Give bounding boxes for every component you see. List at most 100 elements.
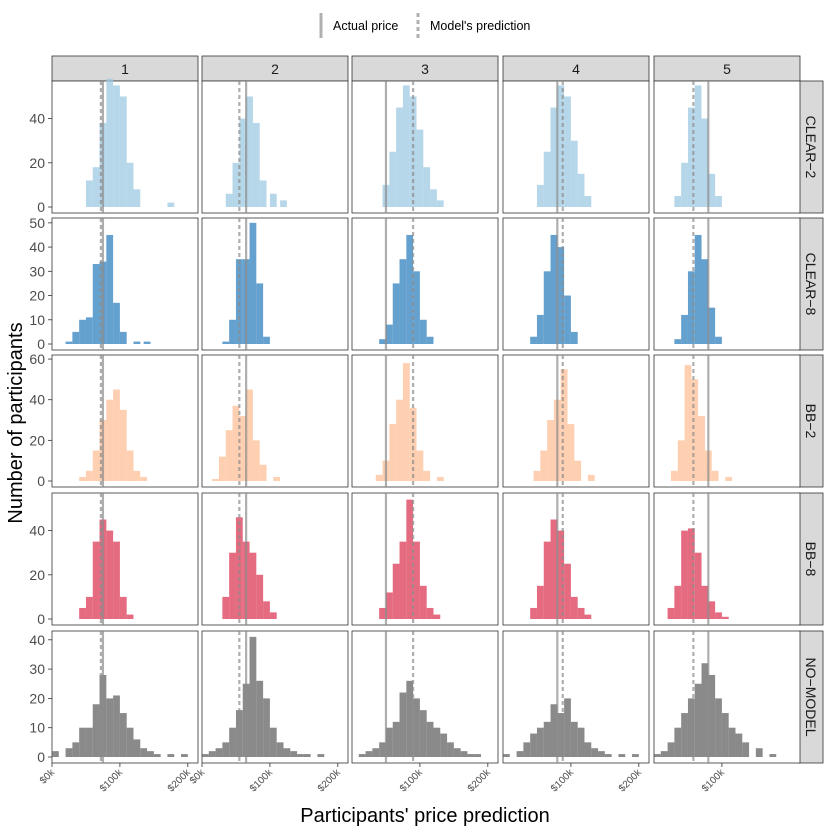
histogram-bar [396,399,403,481]
histogram-bar [317,754,325,757]
histogram-bar [239,415,247,481]
histogram-bar [119,96,127,207]
histogram-bar [85,596,93,619]
y-tick-label: 40 [29,111,45,127]
histogram-bar [235,259,243,344]
panel-NO−MODEL-5 [653,630,801,764]
histogram-bar [79,319,86,344]
histogram-bar [543,151,551,207]
histogram-bar [453,748,461,757]
histogram-bar [550,234,558,344]
histogram-bar [406,234,414,344]
panel-frame [653,354,801,488]
histogram-bar [106,698,114,757]
column-strip-label: 4 [572,61,580,77]
histogram-bar [235,710,243,757]
histogram-bar [570,721,578,757]
row-strip-label: BB−8 [803,542,819,577]
histogram-bar [591,748,599,757]
panel-frame [201,217,349,351]
y-tick-label: 60 [29,351,45,367]
histogram-bar [202,754,209,757]
panel-NO−MODEL-1 [51,630,199,764]
histogram-bar [263,336,270,344]
histogram-bar [406,499,414,619]
histogram-bar [52,751,59,757]
y-tick-label: 0 [37,611,45,627]
histogram-bar [574,460,582,481]
histogram-bar [225,193,233,207]
histogram-bar [181,754,188,757]
histogram-bar [85,470,93,481]
histogram-bar [436,476,444,481]
histogram-bar [564,96,571,207]
y-tick-label: 0 [37,749,45,765]
y-tick-label: 40 [29,632,45,648]
histogram-bar [232,405,240,481]
panel-frame [351,354,499,488]
histogram-bar [126,727,134,757]
panel-frame [502,217,650,351]
row-strip-label: CLEAR−8 [803,253,819,316]
histogram-bar [618,754,626,757]
histogram-bar [667,742,675,757]
histogram-bar [598,751,605,757]
histogram-bar [577,727,585,757]
histogram-bar [222,742,230,757]
row-strip-label: CLEAR−2 [803,116,819,179]
histogram-bar [413,271,420,344]
histogram-bar [222,341,230,344]
histogram-bar [235,517,243,619]
histogram-bar [735,733,743,757]
panel-frame [653,217,801,351]
histogram-bar [584,195,592,207]
histogram-bar [406,680,414,757]
histogram-bar [516,751,524,757]
histogram-bar [113,695,120,757]
histogram-bar [126,162,134,207]
x-tick-label: $0k [38,767,58,787]
histogram-bar [536,585,544,619]
histogram-bar [283,748,291,757]
histogram-bar [681,314,688,344]
histogram-bar [708,173,716,207]
x-tick-label: $200k [617,767,645,795]
histogram-bar [113,541,120,619]
histogram-bar [263,601,270,619]
column-strip-label: 2 [271,61,279,77]
histogram-bar [701,663,709,757]
histogram-bar [259,464,267,481]
facet-panels [51,78,801,764]
histogram-bar [106,78,114,207]
histogram-bar [106,234,114,344]
histogram-bar [246,389,253,481]
histogram-bar [426,336,434,344]
histogram-bar [577,173,585,207]
histogram-bar [543,271,551,344]
histogram-bar [684,365,692,481]
histogram-bar [557,85,565,207]
histogram-bar [392,563,400,619]
histogram-bar [143,341,151,344]
histogram-bar [674,195,682,207]
histogram-bar [385,592,393,619]
histogram-bar [413,698,420,757]
histogram-bar [402,85,410,207]
y-tick-label: 40 [29,392,45,408]
histogram-bar [674,727,682,757]
histogram-bar [269,727,277,757]
y-tick-label: 30 [29,661,45,677]
panel-NO−MODEL-3 [351,630,499,764]
row-strip [798,630,824,764]
histogram-bar [447,742,454,757]
histogram-bar [430,189,437,207]
histogram-bar [426,607,434,619]
histogram-bar [667,607,675,619]
y-axis-title: Number of participants [5,322,27,523]
histogram-bar [536,184,544,207]
histogram-bar [92,704,100,757]
histogram-bar [385,727,393,757]
histogram-bar [715,336,722,344]
panel-frame [201,80,349,214]
